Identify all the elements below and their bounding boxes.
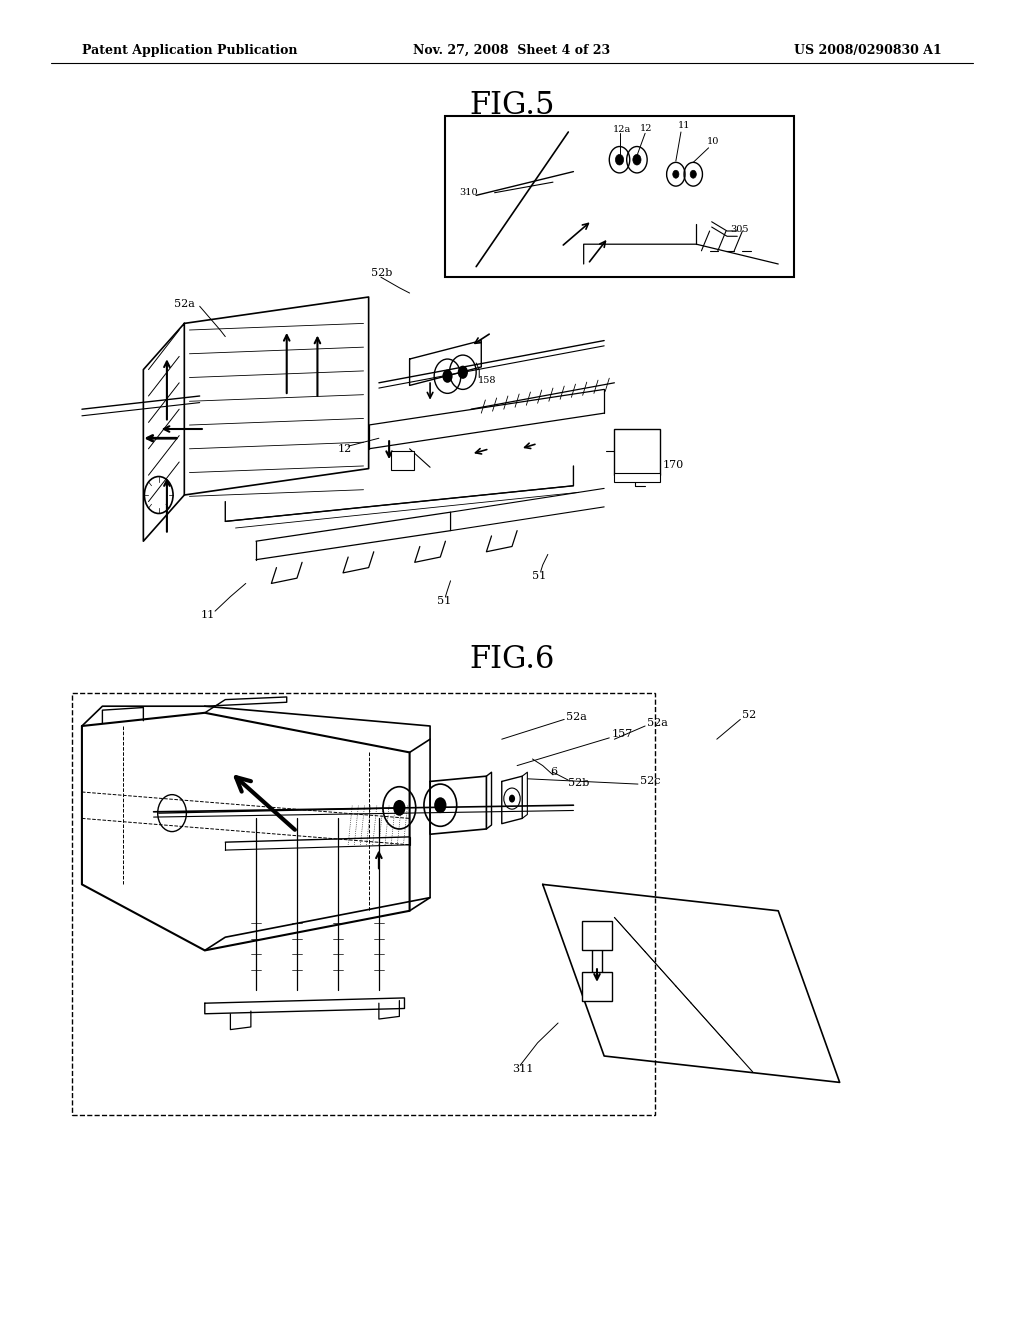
Text: 12: 12 [338, 444, 352, 454]
Text: US 2008/0290830 A1: US 2008/0290830 A1 [795, 44, 942, 57]
Circle shape [673, 170, 679, 178]
Text: 157: 157 [611, 729, 633, 739]
Text: 170: 170 [663, 459, 684, 470]
Text: 52c: 52c [640, 776, 660, 787]
Bar [614, 473, 660, 482]
Text: 51: 51 [437, 595, 452, 606]
Bar [72, 693, 655, 1115]
Text: 51: 51 [532, 570, 547, 581]
Circle shape [633, 154, 641, 165]
Text: 305: 305 [730, 226, 749, 234]
Text: FIG.6: FIG.6 [469, 644, 555, 676]
Text: 52b: 52b [568, 777, 590, 788]
Text: 52a: 52a [647, 718, 668, 729]
Text: Patent Application Publication: Patent Application Publication [82, 44, 297, 57]
Circle shape [690, 170, 696, 178]
Circle shape [458, 366, 468, 379]
Circle shape [442, 370, 453, 383]
Text: 311: 311 [512, 1064, 534, 1074]
Text: 11: 11 [201, 610, 215, 620]
Circle shape [434, 797, 446, 813]
Text: FIG.5: FIG.5 [469, 90, 555, 121]
Text: 10: 10 [707, 137, 719, 145]
Circle shape [615, 154, 624, 165]
Bar [582, 972, 612, 1001]
Text: 12: 12 [640, 124, 652, 132]
Text: 52b: 52b [371, 268, 392, 279]
Text: 310: 310 [459, 189, 477, 197]
Bar [614, 429, 660, 475]
Circle shape [393, 800, 406, 816]
Text: 11: 11 [678, 121, 690, 129]
Text: 6: 6 [550, 767, 557, 777]
Bar [582, 921, 612, 950]
Bar [445, 116, 794, 277]
Circle shape [509, 795, 515, 803]
Text: 52: 52 [742, 710, 757, 721]
Text: Nov. 27, 2008  Sheet 4 of 23: Nov. 27, 2008 Sheet 4 of 23 [414, 44, 610, 57]
Text: 12a: 12a [612, 125, 631, 133]
Text: 158: 158 [478, 376, 497, 384]
Bar [391, 451, 414, 470]
Text: 52a: 52a [566, 711, 587, 722]
Text: 52a: 52a [174, 298, 195, 309]
